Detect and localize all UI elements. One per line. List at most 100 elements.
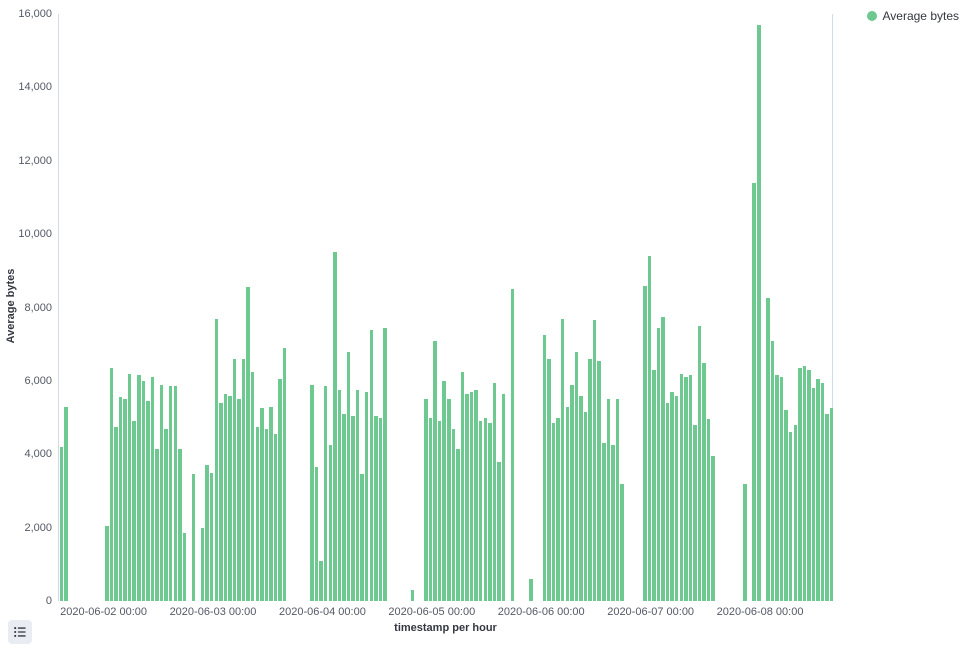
- bar[interactable]: [132, 421, 136, 601]
- bar[interactable]: [757, 25, 761, 601]
- bar[interactable]: [269, 406, 273, 601]
- bar[interactable]: [551, 423, 556, 601]
- bar[interactable]: [273, 434, 278, 601]
- bar[interactable]: [465, 393, 469, 601]
- bar[interactable]: [114, 426, 118, 601]
- bar[interactable]: [474, 390, 478, 601]
- bar[interactable]: [670, 391, 674, 601]
- bar[interactable]: [784, 410, 788, 601]
- bar[interactable]: [829, 408, 834, 601]
- bar[interactable]: [752, 182, 756, 601]
- bar[interactable]: [360, 474, 364, 601]
- bar[interactable]: [488, 423, 492, 601]
- bar[interactable]: [711, 456, 715, 601]
- bar[interactable]: [237, 399, 241, 601]
- bar[interactable]: [437, 421, 442, 601]
- bar[interactable]: [260, 408, 264, 601]
- bar[interactable]: [611, 445, 615, 601]
- bar[interactable]: [775, 375, 779, 601]
- bar[interactable]: [501, 393, 506, 601]
- bar[interactable]: [779, 377, 784, 601]
- bar[interactable]: [173, 386, 177, 601]
- bar[interactable]: [383, 327, 387, 601]
- bar[interactable]: [770, 340, 775, 601]
- bar[interactable]: [205, 465, 209, 601]
- bar[interactable]: [123, 399, 127, 601]
- bar[interactable]: [451, 428, 456, 601]
- bar[interactable]: [337, 390, 342, 601]
- bar[interactable]: [209, 472, 214, 601]
- bar[interactable]: [702, 362, 706, 601]
- bar[interactable]: [483, 417, 487, 601]
- bar[interactable]: [246, 287, 250, 601]
- bar[interactable]: [825, 413, 829, 601]
- bar[interactable]: [433, 340, 437, 601]
- bar[interactable]: [146, 401, 150, 601]
- bar[interactable]: [665, 402, 670, 601]
- bar[interactable]: [706, 419, 711, 601]
- bar[interactable]: [811, 388, 816, 601]
- bar[interactable]: [807, 369, 811, 601]
- bar[interactable]: [583, 412, 588, 601]
- bar[interactable]: [684, 377, 688, 601]
- bar[interactable]: [219, 402, 223, 601]
- bar[interactable]: [478, 421, 483, 601]
- bar[interactable]: [346, 351, 351, 601]
- bar[interactable]: [688, 375, 693, 601]
- bar[interactable]: [674, 395, 679, 601]
- bar[interactable]: [574, 351, 579, 601]
- bar[interactable]: [492, 382, 497, 601]
- bar[interactable]: [364, 391, 369, 601]
- bar[interactable]: [351, 415, 355, 601]
- bar[interactable]: [137, 375, 141, 601]
- bar[interactable]: [561, 318, 565, 601]
- bar[interactable]: [241, 358, 246, 601]
- bar[interactable]: [456, 448, 460, 601]
- bar[interactable]: [159, 384, 164, 601]
- bar[interactable]: [565, 406, 570, 601]
- bar[interactable]: [168, 386, 173, 601]
- bar[interactable]: [469, 391, 474, 601]
- bar[interactable]: [223, 393, 228, 601]
- bar[interactable]: [232, 358, 237, 601]
- bar[interactable]: [816, 379, 820, 601]
- bar[interactable]: [743, 483, 747, 601]
- bar[interactable]: [542, 335, 547, 601]
- bar[interactable]: [342, 413, 346, 601]
- bar[interactable]: [282, 347, 287, 601]
- bar[interactable]: [620, 483, 624, 601]
- bar[interactable]: [606, 399, 611, 601]
- bar[interactable]: [319, 560, 323, 601]
- bar[interactable]: [410, 590, 415, 601]
- bar[interactable]: [333, 252, 337, 601]
- bar[interactable]: [191, 474, 196, 601]
- bar[interactable]: [547, 358, 551, 601]
- bar[interactable]: [314, 467, 319, 601]
- bar[interactable]: [497, 461, 501, 601]
- bar[interactable]: [105, 525, 109, 601]
- bar[interactable]: [615, 399, 620, 601]
- bar[interactable]: [164, 428, 168, 601]
- bar[interactable]: [556, 417, 560, 601]
- bar[interactable]: [602, 443, 606, 601]
- bar[interactable]: [579, 395, 583, 601]
- bar[interactable]: [109, 368, 114, 601]
- bar[interactable]: [178, 448, 182, 601]
- bar[interactable]: [588, 358, 592, 601]
- bar[interactable]: [278, 379, 282, 601]
- bar[interactable]: [255, 426, 260, 601]
- bar[interactable]: [378, 417, 383, 601]
- bar[interactable]: [118, 397, 123, 601]
- bar[interactable]: [442, 380, 446, 601]
- bar[interactable]: [570, 384, 574, 601]
- bar[interactable]: [798, 368, 802, 601]
- bar[interactable]: [661, 316, 665, 601]
- bar[interactable]: [214, 318, 218, 601]
- bar[interactable]: [59, 446, 63, 601]
- bar[interactable]: [820, 382, 825, 601]
- bar[interactable]: [428, 417, 433, 601]
- bar[interactable]: [310, 384, 314, 601]
- bar[interactable]: [697, 325, 702, 601]
- bar[interactable]: [424, 399, 428, 601]
- bar[interactable]: [766, 298, 770, 601]
